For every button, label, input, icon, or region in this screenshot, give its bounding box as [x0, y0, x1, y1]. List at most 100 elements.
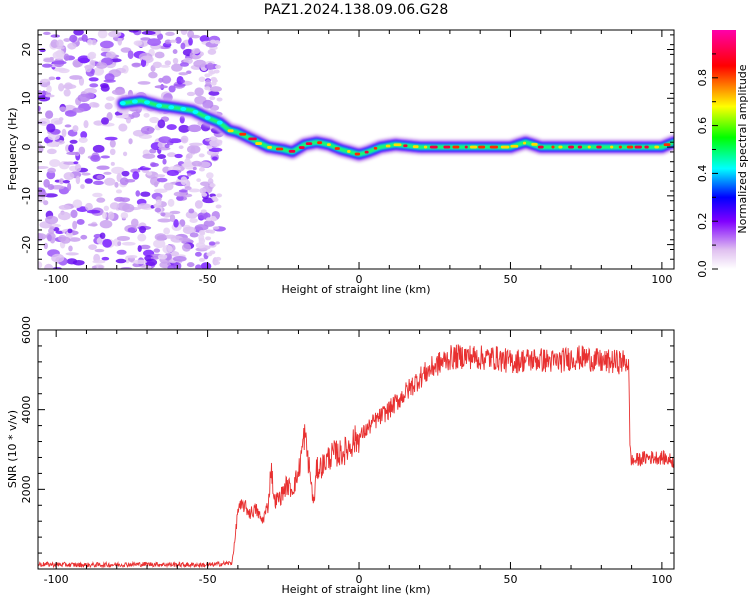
noise-blob	[128, 138, 133, 145]
snr-xtick-label: 50	[503, 573, 517, 586]
noise-blob	[72, 107, 85, 113]
noise-blob	[83, 120, 89, 129]
noise-blob	[164, 60, 172, 66]
colorbar-tick-label: 0.8	[696, 69, 709, 87]
noise-blob	[160, 64, 171, 68]
noise-blob	[100, 155, 110, 159]
noise-blob	[97, 30, 108, 39]
noise-blob	[130, 218, 139, 228]
noise-blob	[210, 215, 217, 220]
ridge-hotspot	[510, 144, 519, 148]
noise-blob	[158, 136, 172, 144]
noise-blob	[162, 244, 173, 254]
ridge-hotspot	[634, 145, 642, 149]
noise-blob	[126, 255, 138, 259]
ridge-hotspot	[192, 109, 199, 114]
noise-blob	[186, 152, 193, 159]
spectrogram-xtick-label: -50	[199, 273, 217, 286]
ridge-hotspot	[248, 137, 257, 141]
noise-blob	[171, 63, 183, 72]
noise-blob	[89, 101, 99, 108]
noise-blob	[210, 81, 217, 86]
spectrogram-ylabel: Frequency (Hz)	[6, 108, 19, 191]
noise-blob	[190, 34, 201, 39]
noise-blob	[196, 178, 202, 183]
noise-blob	[194, 224, 209, 231]
noise-blob	[170, 235, 184, 243]
spectrogram-xtick-label: 50	[503, 273, 517, 286]
noise-blob	[131, 111, 141, 118]
noise-blob	[188, 208, 195, 214]
noise-blob	[127, 50, 134, 60]
snr-ytick-label: 4000	[20, 396, 33, 424]
noise-blob	[137, 245, 142, 253]
noise-blob	[163, 227, 171, 235]
noise-blob	[91, 39, 97, 46]
ridge-hotspot	[354, 152, 361, 156]
noise-blob	[210, 136, 217, 141]
noise-blob	[150, 256, 160, 260]
noise-blob	[150, 162, 159, 167]
noise-blob	[209, 96, 216, 101]
noise-blob	[46, 85, 52, 93]
noise-blob	[178, 145, 184, 150]
noise-blob	[202, 99, 214, 109]
noise-blob	[78, 146, 86, 155]
noise-blob	[200, 181, 211, 187]
noise-blob	[49, 159, 61, 168]
noise-blob	[165, 31, 175, 36]
noise-blob	[96, 62, 108, 69]
noise-blob	[58, 117, 64, 121]
noise-blob	[121, 170, 130, 177]
noise-blob	[38, 261, 43, 269]
noise-blob	[205, 79, 211, 86]
noise-blob	[215, 241, 220, 245]
noise-blob	[96, 165, 110, 170]
noise-blob	[131, 62, 141, 68]
noise-blob	[168, 138, 182, 144]
noise-blob	[137, 203, 151, 209]
ridge-hotspot	[298, 146, 305, 149]
noise-blob	[62, 179, 70, 184]
noise-blob	[87, 39, 93, 46]
noise-blob	[47, 234, 52, 242]
noise-blob	[65, 252, 79, 256]
noise-blob	[77, 93, 91, 103]
noise-blob	[173, 219, 179, 228]
noise-blob	[55, 49, 65, 58]
snr-series-line	[38, 344, 674, 569]
noise-blob	[69, 75, 83, 80]
noise-blob	[160, 212, 166, 217]
noise-blob	[78, 57, 90, 64]
noise-blob	[68, 245, 73, 252]
noise-blob	[149, 116, 160, 124]
spectrogram-xlabel: Height of straight line (km)	[281, 283, 430, 296]
spectrogram-ytick-label: 10	[20, 91, 33, 105]
noise-blob	[84, 87, 98, 94]
noise-blob	[143, 112, 150, 118]
noise-blob	[207, 178, 214, 185]
noise-blob	[206, 172, 214, 179]
noise-blob	[176, 195, 184, 201]
ridge-hotspot	[644, 145, 649, 149]
colorbar-tick-label: 0.0	[696, 260, 709, 278]
noise-blob	[43, 193, 58, 198]
noise-blob	[111, 166, 125, 175]
noise-blob	[191, 160, 202, 167]
noise-blob	[140, 125, 155, 135]
noise-blob	[189, 218, 198, 223]
noise-blob	[186, 91, 196, 97]
noise-blob	[191, 48, 201, 55]
ridge-hotspot	[618, 145, 622, 149]
noise-blob	[58, 178, 65, 185]
noise-blob	[92, 192, 103, 198]
noise-blob	[178, 124, 190, 133]
noise-blob	[179, 62, 189, 67]
noise-blob	[91, 265, 97, 269]
noise-blob	[50, 34, 61, 38]
noise-blob	[188, 188, 201, 193]
noise-blob	[207, 48, 217, 55]
noise-blob	[204, 86, 211, 91]
noise-blob	[99, 219, 113, 229]
